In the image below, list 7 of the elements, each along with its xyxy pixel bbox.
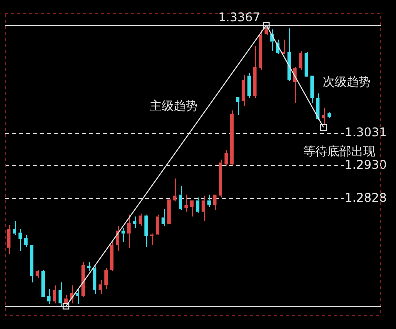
y-tick-label: 1.2828 (345, 190, 387, 205)
y-tick-label: 1.3031 (345, 126, 387, 140)
ref-line-label: 1.3367 (218, 10, 261, 25)
y-tick-label: 1.2930 (345, 158, 387, 172)
annotation: 次级趋势 (323, 74, 372, 89)
annotation: 等待底部出现 (304, 144, 376, 159)
annotation: 主级趋势 (150, 99, 198, 114)
